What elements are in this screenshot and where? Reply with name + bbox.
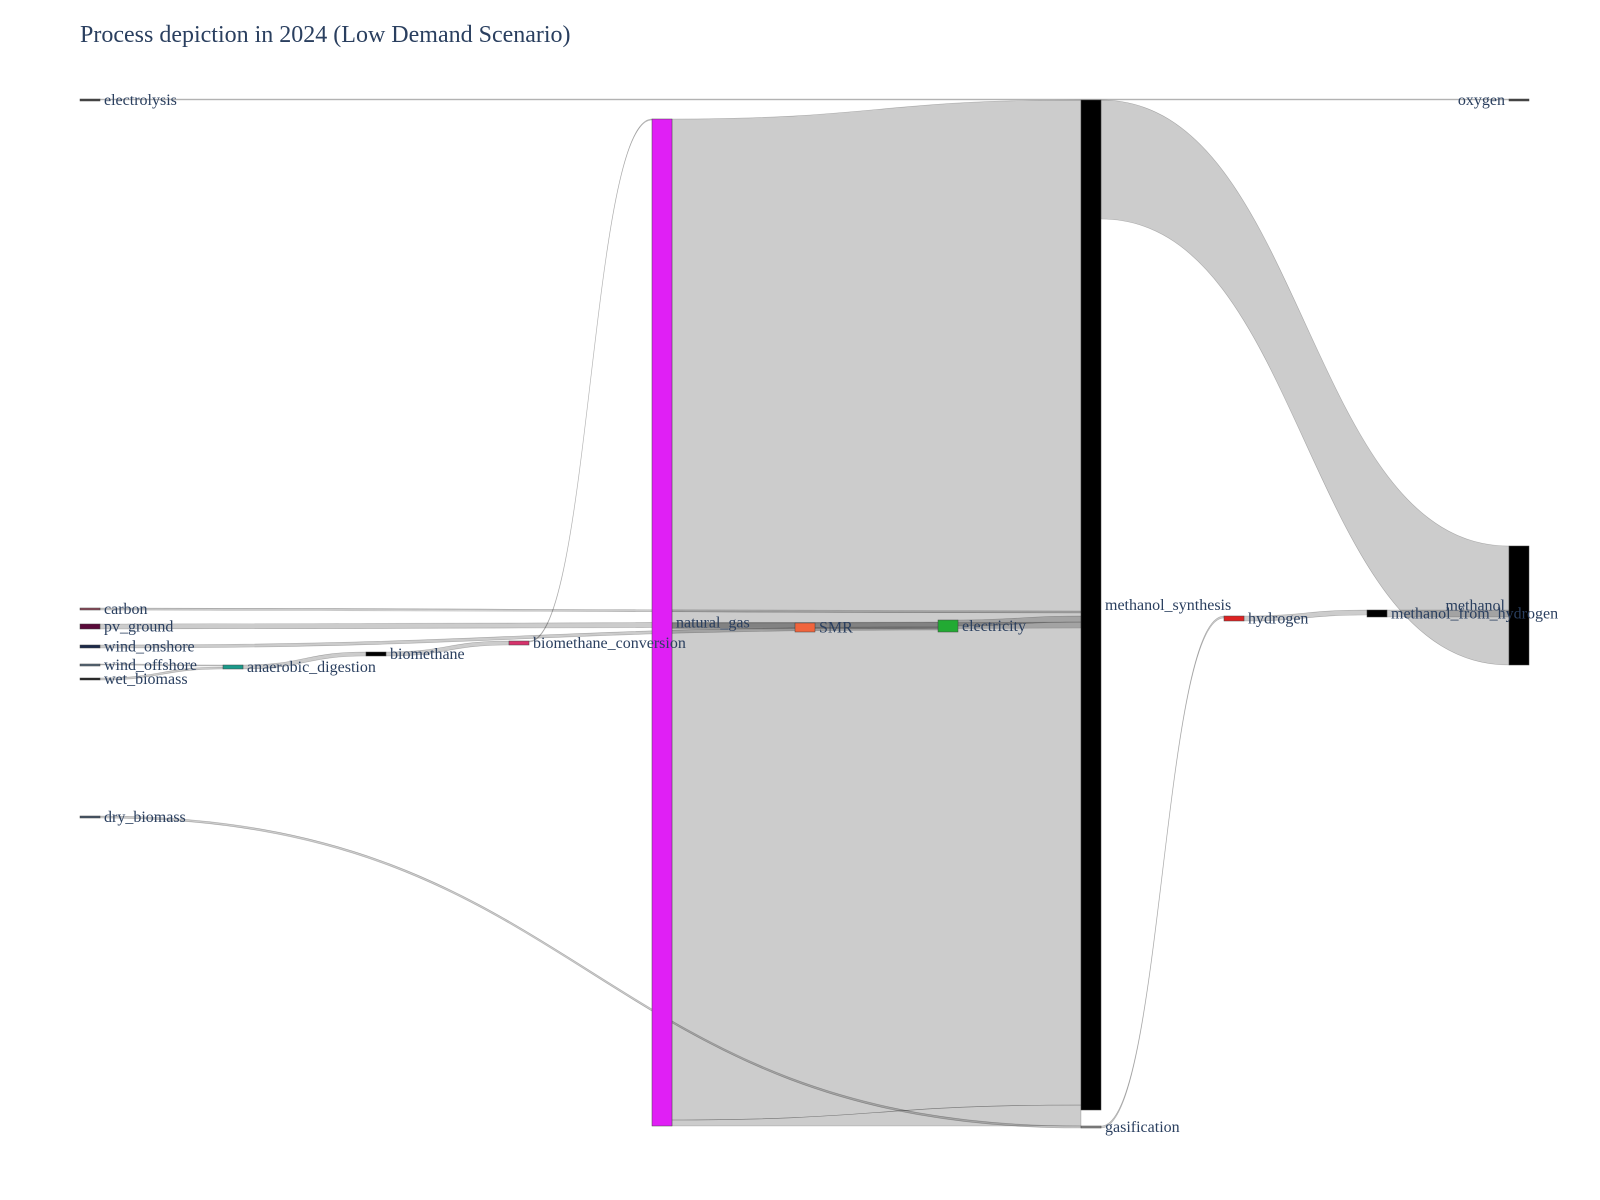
node-label-hydrogen: hydrogen bbox=[1248, 611, 1308, 628]
link-electrolysis-to-oxygen[interactable] bbox=[99, 98, 1510, 101]
nodes-layer bbox=[79, 98, 1530, 1129]
links-layer bbox=[99, 98, 1510, 1129]
node-label-dry_biomass: dry_biomass bbox=[104, 809, 186, 826]
node-biomethane_conversion[interactable] bbox=[508, 640, 530, 646]
node-wet_biomass[interactable] bbox=[79, 677, 101, 681]
node-label-biomethane: biomethane bbox=[390, 646, 465, 663]
node-oxygen[interactable] bbox=[1508, 98, 1530, 102]
node-hydrogen[interactable] bbox=[1223, 615, 1245, 622]
node-label-wind_onshore: wind_onshore bbox=[104, 639, 195, 656]
node-carbon[interactable] bbox=[79, 607, 101, 611]
node-pv_ground[interactable] bbox=[79, 623, 101, 630]
node-wind_onshore[interactable] bbox=[79, 644, 101, 649]
node-dry_biomass[interactable] bbox=[79, 815, 101, 819]
node-label-natural_gas: natural_gas bbox=[676, 615, 750, 632]
node-label-methanol: methanol bbox=[1445, 598, 1505, 615]
node-label-methanol_synthesis: methanol_synthesis bbox=[1105, 597, 1231, 614]
node-electrolysis[interactable] bbox=[79, 98, 101, 102]
node-label-pv_ground: pv_ground bbox=[104, 619, 173, 636]
node-label-wet_biomass: wet_biomass bbox=[104, 671, 188, 688]
node-electricity[interactable] bbox=[937, 619, 959, 633]
node-label-gasification: gasification bbox=[1105, 1119, 1180, 1136]
node-label-biomethane_conversion: biomethane_conversion bbox=[533, 635, 686, 652]
node-label-SMR: SMR bbox=[819, 620, 853, 637]
node-SMR[interactable] bbox=[794, 622, 816, 633]
node-label-anaerobic_digestion: anaerobic_digestion bbox=[247, 659, 376, 676]
chart-title: Process depiction in 2024 (Low Demand Sc… bbox=[80, 22, 571, 48]
node-label-carbon: carbon bbox=[104, 601, 148, 618]
labels-layer: electrolysiscarbonpv_groundwind_onshorew… bbox=[104, 92, 1558, 1136]
node-label-methanol_from_hydrogen: methanol_from_hydrogen bbox=[1391, 606, 1558, 623]
node-wind_offshore[interactable] bbox=[79, 663, 101, 667]
node-natural_gas[interactable] bbox=[651, 118, 673, 1127]
node-label-oxygen: oxygen bbox=[1458, 92, 1505, 109]
node-label-wind_offshore: wind_offshore bbox=[104, 657, 197, 674]
node-methanol_from_hydrogen[interactable] bbox=[1366, 609, 1388, 618]
link-biomethane_conversion-to-natural_gas[interactable] bbox=[528, 118, 653, 643]
node-label-electrolysis: electrolysis bbox=[104, 92, 177, 109]
node-label-electricity: electricity bbox=[962, 618, 1026, 635]
node-methanol_synthesis[interactable] bbox=[1080, 99, 1102, 1111]
node-biomethane[interactable] bbox=[365, 651, 387, 657]
node-methanol[interactable] bbox=[1508, 545, 1530, 666]
node-anaerobic_digestion[interactable] bbox=[222, 664, 244, 670]
link-gasification-to-hydrogen[interactable] bbox=[1100, 615, 1225, 1129]
node-gasification[interactable] bbox=[1080, 1125, 1102, 1129]
link-methanol_synthesis-to-methanol[interactable] bbox=[1100, 99, 1510, 666]
